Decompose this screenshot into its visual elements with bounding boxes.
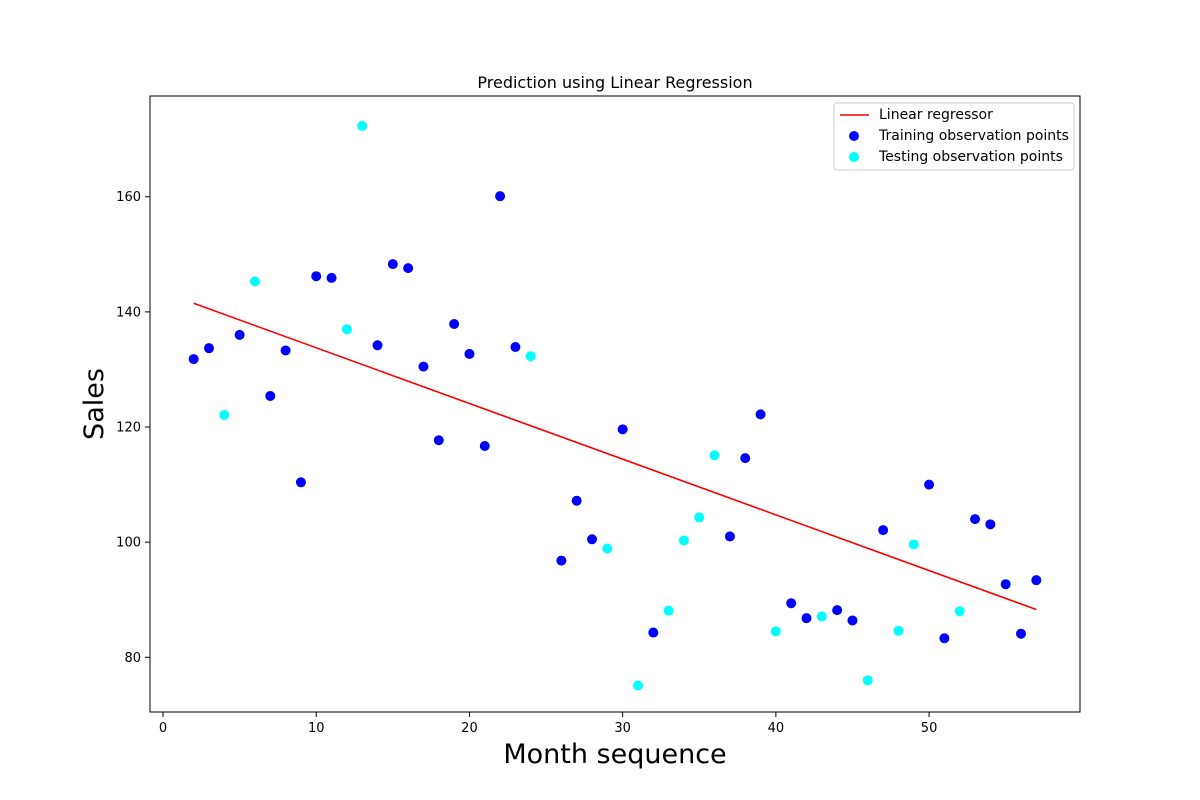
training-point — [847, 615, 858, 626]
chart-title: Prediction using Linear Regression — [477, 73, 752, 92]
legend-box — [833, 102, 1075, 171]
training-point — [571, 495, 582, 506]
testing-point — [249, 276, 260, 287]
x-tick-label: 20 — [461, 721, 478, 736]
testing-point — [694, 512, 705, 523]
training-point — [495, 191, 506, 202]
y-tick-label: 120 — [116, 421, 141, 436]
training-point — [265, 390, 276, 401]
x-tick-label: 40 — [768, 721, 785, 736]
training-point — [372, 340, 383, 351]
plot-area — [149, 95, 1081, 713]
testing-point — [678, 535, 689, 546]
testing-point — [602, 543, 613, 554]
training-point — [755, 409, 766, 420]
training-point — [234, 329, 245, 340]
training-point — [326, 272, 337, 283]
training-point — [740, 453, 751, 464]
training-point — [648, 627, 659, 638]
training-point — [449, 318, 460, 329]
points-layer — [188, 120, 1042, 691]
training-point — [403, 263, 414, 274]
training-point — [203, 343, 214, 354]
y-tick-label: 100 — [116, 536, 141, 551]
training-point — [188, 354, 199, 365]
training-point — [970, 514, 981, 525]
legend-label-testing: Testing observation points — [878, 149, 1063, 165]
y-axis-label: Sales — [79, 368, 110, 440]
testing-point — [862, 675, 873, 686]
training-point — [433, 435, 444, 446]
x-axis-label: Month sequence — [503, 739, 726, 770]
training-point — [418, 361, 429, 372]
training-point — [878, 525, 889, 536]
training-point — [556, 555, 567, 566]
y-axis-ticks: 80 100 120 140 160 — [116, 190, 150, 666]
legend-label-regressor: Linear regressor — [879, 107, 993, 123]
y-tick-label: 80 — [124, 651, 141, 666]
training-point — [617, 424, 628, 435]
legend-swatch-testing — [849, 152, 859, 162]
training-point — [387, 259, 398, 270]
legend-swatch-training — [849, 131, 859, 141]
training-point — [1016, 628, 1027, 639]
testing-point — [219, 409, 230, 420]
training-point — [985, 519, 996, 530]
training-point — [924, 479, 935, 490]
plot-frame — [149, 95, 1081, 713]
testing-point — [663, 605, 674, 616]
training-point — [295, 477, 306, 488]
testing-point — [954, 606, 965, 617]
training-point — [801, 613, 812, 624]
x-tick-label: 10 — [308, 721, 325, 736]
training-point — [510, 342, 521, 353]
x-tick-label: 30 — [614, 721, 631, 736]
legend-label-training: Training observation points — [878, 128, 1069, 144]
testing-point — [709, 450, 720, 461]
training-point — [939, 633, 950, 644]
training-point — [479, 441, 490, 452]
x-tick-label: 50 — [921, 721, 938, 736]
testing-point — [525, 351, 536, 362]
regression-line — [193, 302, 1037, 611]
x-axis-ticks: 0 10 20 30 40 50 — [159, 712, 937, 736]
x-tick-label: 0 — [159, 721, 167, 736]
testing-point — [770, 626, 781, 637]
training-point — [724, 531, 735, 542]
legend: Linear regressor Training observation po… — [833, 102, 1075, 171]
testing-point — [632, 680, 643, 691]
training-point — [464, 348, 475, 359]
training-point — [587, 534, 598, 545]
training-point — [311, 271, 322, 282]
testing-point — [893, 625, 904, 636]
testing-point — [357, 120, 368, 131]
training-point — [280, 345, 291, 356]
training-point — [832, 605, 843, 616]
training-point — [1000, 579, 1011, 590]
y-tick-label: 140 — [116, 305, 141, 320]
y-tick-label: 160 — [116, 190, 141, 205]
training-point — [1031, 575, 1042, 586]
testing-point — [816, 611, 827, 622]
testing-point — [908, 539, 919, 550]
testing-point — [341, 324, 352, 335]
training-point — [786, 598, 797, 609]
